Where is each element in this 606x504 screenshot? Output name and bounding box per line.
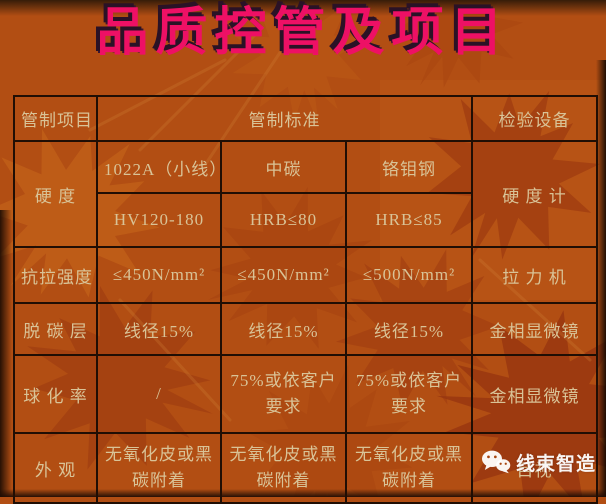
table-row-hardness-values: HV120-180 HRB≤80 HRB≤85 [14,192,597,248]
table-row-tensile: 抗拉强度 ≤450N/mm² ≤450N/mm² ≤500N/mm² 拉 力 机 [13,246,599,304]
header-control-standard: 管制标准 [95,95,474,142]
cell-sphere-item: 球 化 率 [13,354,98,434]
cell-hardness-grade-2: 中碳 [220,140,347,194]
cell-tensile-value-1: ≤450N/mm² [96,246,222,304]
cell-sphere-equipment: 金相显微镜 [471,354,599,434]
cell-sphere-value-3: 75%或依客户要求 [344,354,474,434]
cell-hardness-equipment: 硬 度 计 [471,140,599,248]
cell-tensile-item: 抗拉强度 [13,246,98,304]
cell-appearance-value-2: 无氧化皮或黑碳附着 [220,432,347,504]
cell-sphere-value-2: 75%或依客户要求 [220,354,347,434]
table-row-appearance: 外 观 无氧化皮或黑碳附着 无氧化皮或黑碳附着 无氧化皮或黑碳附着 目视 [13,432,599,504]
cell-appearance-value-1: 无氧化皮或黑碳附着 [96,432,222,504]
vignette-left [0,210,12,497]
cell-tensile-value-3: ≤500N/mm² [344,246,474,304]
cell-hardness-value-2: HRB≤80 [220,192,347,248]
cell-hardness-grade-3: 铬钼钢 [344,140,474,194]
table-row-decarburization: 脱 碳 层 线径15% 线径15% 线径15% 金相显微镜 [13,302,599,356]
cell-decarb-item: 脱 碳 层 [13,302,98,356]
watermark: 线束智造 [481,448,596,476]
table-row-header: 管制项目 管制标准 检验设备 [13,95,599,142]
wechat-icon [481,450,511,474]
cell-tensile-value-2: ≤450N/mm² [220,246,347,304]
cell-decarb-value-1: 线径15% [96,302,222,356]
vignette-right [596,60,606,497]
page-title: 品质控管及项目 [96,5,510,62]
quality-control-table: 管制项目 管制标准 检验设备 硬 度 1022A（小线） 中碳 铬钼钢 硬 度 … [13,95,599,504]
watermark-label: 线束智造 [515,453,596,475]
vignette-top [0,0,606,16]
table-row-hardness-grades: 硬 度 1022A（小线） 中碳 铬钼钢 硬 度 计 [13,140,599,248]
cell-tensile-equipment: 拉 力 机 [471,246,599,304]
cell-appearance-item: 外 观 [13,432,98,504]
header-control-item: 管制项目 [13,95,98,142]
cell-appearance-value-3: 无氧化皮或黑碳附着 [344,432,474,504]
cell-hardness-item: 硬 度 [13,140,98,248]
cell-sphere-value-1: / [96,354,222,434]
cell-hardness-grade-1: 1022A（小线） [96,140,222,194]
table-row-spheroidization: 球 化 率 / 75%或依客户要求 75%或依客户要求 金相显微镜 [13,354,599,434]
header-inspection-equipment: 检验设备 [471,95,599,142]
cell-hardness-value-3: HRB≤85 [344,192,474,248]
cell-decarb-value-2: 线径15% [220,302,347,356]
cell-hardness-value-1: HV120-180 [96,192,222,248]
cell-decarb-value-3: 线径15% [344,302,474,356]
cell-decarb-equipment: 金相显微镜 [471,302,599,356]
